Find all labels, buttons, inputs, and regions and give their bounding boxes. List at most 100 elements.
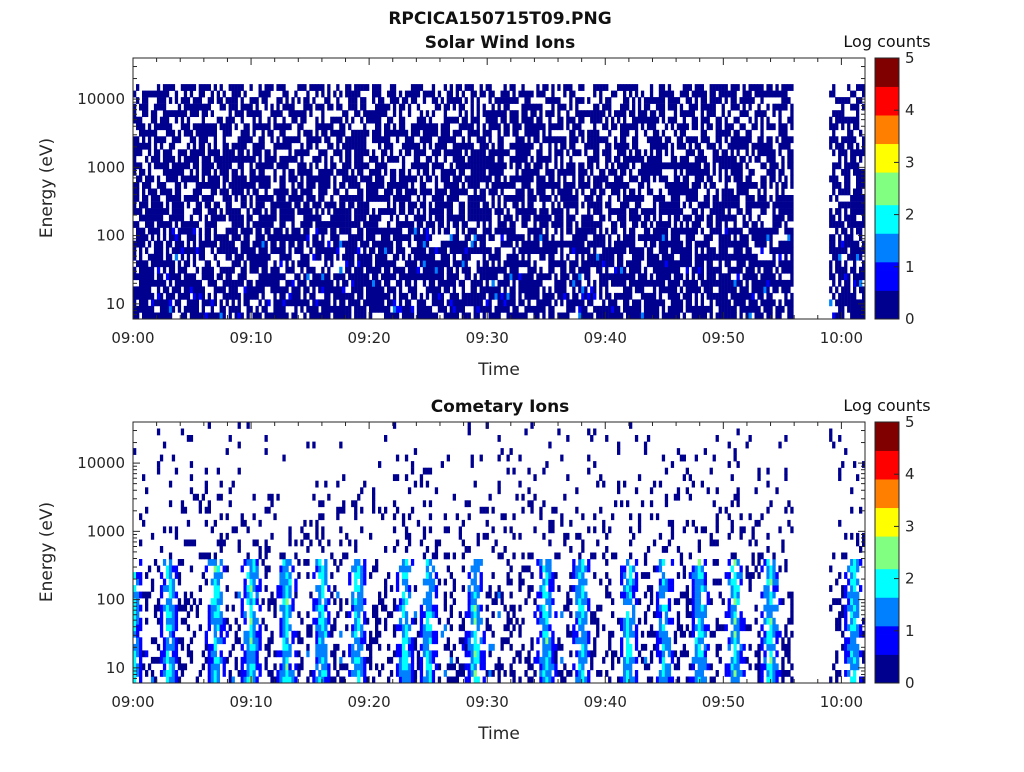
spectrogram-cell xyxy=(566,162,570,170)
spectrogram-cell xyxy=(521,116,525,124)
spectrogram-cell xyxy=(617,273,621,281)
spectrogram-cell xyxy=(189,110,194,118)
spectrogram-cell xyxy=(186,286,191,294)
spectrogram-cell xyxy=(730,123,734,131)
spectrogram-cell xyxy=(246,292,250,300)
spectrogram-cell xyxy=(404,175,409,183)
spectrogram-cell xyxy=(578,149,582,157)
spectrogram-cell xyxy=(213,142,217,150)
spectrogram-cell xyxy=(333,149,337,157)
spectrogram-cell xyxy=(518,292,522,300)
spectrogram-cell xyxy=(700,168,704,176)
spectrogram-cell xyxy=(530,155,534,163)
spectrogram-cell xyxy=(578,273,582,281)
spectrogram-cell xyxy=(581,286,585,294)
spectrogram-cell xyxy=(222,234,226,242)
spectrogram-cell xyxy=(703,240,707,248)
spectrogram-cell xyxy=(658,292,663,300)
spectrogram-cell xyxy=(605,266,609,274)
spectrogram-cell xyxy=(243,201,247,209)
spectrogram-cell xyxy=(521,273,525,281)
spectrogram-cell xyxy=(440,240,444,248)
spectrogram-cell xyxy=(225,253,229,261)
spectrogram-cell xyxy=(697,221,701,228)
spectrogram-cell xyxy=(189,175,194,183)
spectrogram-cell xyxy=(614,136,618,144)
spectrogram-cell xyxy=(416,214,421,222)
spectrogram-cell xyxy=(503,103,507,111)
spectrogram-cell xyxy=(351,240,355,248)
spectrogram-cell xyxy=(315,299,319,307)
spectrogram-cell xyxy=(620,247,624,255)
spectrogram-cell xyxy=(381,227,385,235)
spectrogram-cell xyxy=(398,292,403,300)
spectrogram-cell xyxy=(180,175,185,183)
spectrogram-cell xyxy=(410,227,415,235)
spectrogram-cell xyxy=(139,201,143,209)
spectrogram-cell xyxy=(521,90,525,98)
spectrogram-cell xyxy=(733,84,737,91)
spectrogram-cell xyxy=(658,221,663,228)
spectrogram-cell xyxy=(327,103,331,111)
spectrogram-cell xyxy=(375,162,379,170)
spectrogram-cell xyxy=(273,110,277,118)
spectrogram-cell xyxy=(614,247,618,255)
spectrogram-cell xyxy=(147,90,152,98)
spectrogram-cell xyxy=(461,279,465,287)
spectrogram-cell xyxy=(682,182,686,189)
spectrogram-cell xyxy=(500,182,504,189)
spectrogram-cell xyxy=(177,182,182,189)
spectrogram-cell xyxy=(225,195,229,202)
spectrogram-cell xyxy=(392,292,397,300)
spectrogram-cell xyxy=(691,266,695,274)
spectrogram-cell xyxy=(715,227,719,235)
spectrogram-cell xyxy=(267,195,271,202)
spectrogram-cell xyxy=(476,312,480,320)
spectrogram-cell xyxy=(440,305,444,313)
spectrogram-cell xyxy=(300,240,304,248)
spectrogram-cell xyxy=(345,162,349,170)
spectrogram-cell xyxy=(201,123,205,131)
spectrogram-cell xyxy=(440,208,444,215)
spectrogram-cell xyxy=(384,234,388,242)
spectrogram-cell xyxy=(497,221,501,228)
spectrogram-cell xyxy=(482,260,486,268)
spectrogram-cell xyxy=(279,182,283,189)
spectrogram-cell xyxy=(626,260,630,268)
spectrogram-cell xyxy=(398,149,403,157)
spectrogram-cell xyxy=(551,260,555,268)
spectrogram-cell xyxy=(252,155,256,163)
spectrogram-cell xyxy=(461,214,465,222)
spectrogram-cell xyxy=(425,90,430,98)
spectrogram-cell xyxy=(617,116,621,124)
spectrogram-cell xyxy=(183,266,188,274)
spectrogram-cell xyxy=(437,201,442,209)
spectrogram-cell xyxy=(210,195,214,202)
spectrogram-cell xyxy=(324,129,328,137)
spectrogram-cell xyxy=(345,279,349,287)
spectrogram-cell xyxy=(246,253,250,261)
spectrogram-cell xyxy=(620,273,624,281)
spectrogram-cell xyxy=(392,90,397,98)
spectrogram-cell xyxy=(527,240,531,248)
spectrogram-cell xyxy=(139,234,143,242)
spectrogram-cell xyxy=(461,286,465,294)
spectrogram-cell xyxy=(670,253,675,261)
spectrogram-cell xyxy=(136,84,140,91)
spectrogram-cell xyxy=(201,266,205,274)
spectrogram-cell xyxy=(315,273,319,281)
spectrogram-cell xyxy=(324,175,328,183)
spectrogram-cell xyxy=(213,279,217,287)
spectrogram-cell xyxy=(706,142,710,150)
spectrogram-cell xyxy=(500,97,504,104)
spectrogram-cell xyxy=(682,227,686,235)
spectrogram-cell xyxy=(682,175,686,183)
spectrogram-cell xyxy=(195,168,199,176)
spectrogram-cell xyxy=(566,273,570,281)
spectrogram-cell xyxy=(336,97,340,104)
spectrogram-cell xyxy=(569,182,573,189)
spectrogram-cell xyxy=(273,247,277,255)
spectrogram-cell xyxy=(437,214,442,222)
spectrogram-cell xyxy=(449,90,453,98)
spectrogram-cell xyxy=(557,188,561,196)
